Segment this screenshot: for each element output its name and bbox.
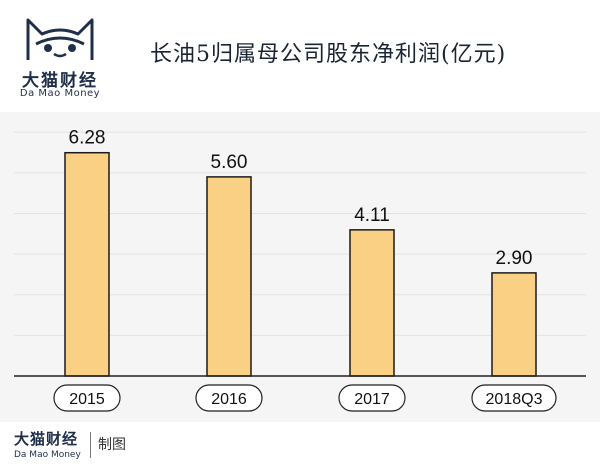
data-label: 4.11: [354, 205, 390, 226]
data-label: 2.90: [496, 248, 533, 269]
footer-logo-en: Da Mao Money: [14, 450, 81, 460]
footer-divider: [90, 432, 91, 458]
footer-credit: 制图: [98, 437, 126, 453]
category-label-box: [53, 384, 121, 412]
data-label: 6.28: [69, 128, 106, 149]
logo: 大猫财经 Da Mao Money: [12, 10, 108, 102]
category-label: 2015: [69, 391, 105, 408]
cat-logo-icon: [26, 18, 94, 60]
bar: [64, 151, 110, 377]
chart-area: 6.28 5.60 4.11 2.90 2015 2016 2017 2018Q3: [0, 112, 600, 422]
bar: [206, 176, 252, 377]
bar-chart: 6.28 5.60 4.11 2.90 2015 2016 2017 2018Q3: [14, 128, 586, 412]
footer: 大猫财经 Da Mao Money 制图: [0, 422, 600, 470]
category-label-box: [338, 384, 406, 412]
category-label: 2018Q3: [486, 391, 543, 408]
bar: [349, 229, 395, 377]
chart-title: 长油5归属母公司股东净利润(亿元): [150, 42, 507, 67]
category-label: 2017: [354, 391, 390, 408]
category-label: 2016: [211, 391, 247, 408]
header: 大猫财经 Da Mao Money 长油5归属母公司股东净利润(亿元): [0, 0, 600, 112]
footer-logo-cn: 大猫财经: [14, 430, 79, 448]
bar: [491, 272, 537, 377]
logo-text-cn: 大猫财经: [22, 71, 98, 91]
logo-text-en: Da Mao Money: [19, 88, 101, 99]
data-label: 5.60: [211, 152, 248, 173]
category-label-box: [195, 384, 263, 412]
category-label-box: [471, 384, 557, 412]
